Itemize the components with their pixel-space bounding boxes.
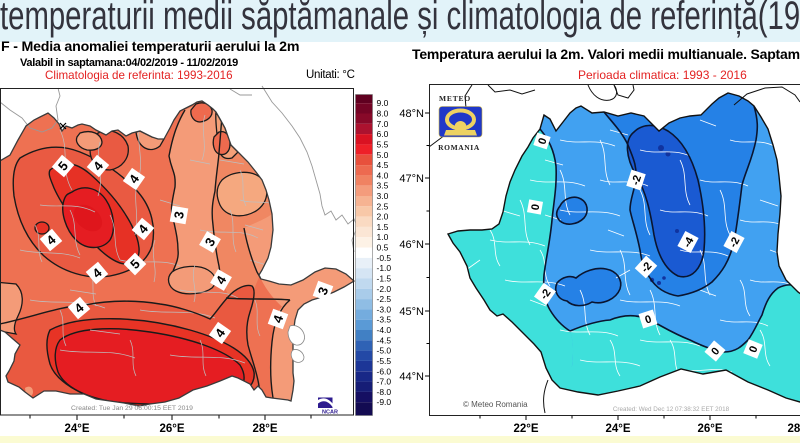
svg-text:2.0: 2.0 xyxy=(377,212,389,222)
svg-text:-6.0: -6.0 xyxy=(377,366,392,376)
svg-text:5.0: 5.0 xyxy=(377,150,389,160)
svg-text:ROMANIA: ROMANIA xyxy=(438,143,480,152)
svg-text:9.0: 9.0 xyxy=(377,98,389,108)
svg-text:2.5: 2.5 xyxy=(377,201,389,211)
svg-text:0: 0 xyxy=(747,344,760,354)
svg-text:3: 3 xyxy=(315,285,332,297)
svg-text:4.0: 4.0 xyxy=(377,170,389,180)
svg-text:-4.0: -4.0 xyxy=(377,325,392,335)
svg-text:24°E: 24°E xyxy=(605,423,630,435)
svg-text:-5.5: -5.5 xyxy=(377,356,392,366)
svg-text:45°N: 45°N xyxy=(399,306,424,318)
svg-text:47°N: 47°N xyxy=(399,173,424,185)
svg-text:-4.5: -4.5 xyxy=(377,335,392,345)
svg-text:Created: Wed Dec 12 07:38:32 E: Created: Wed Dec 12 07:38:32 EET 2018 xyxy=(613,406,730,413)
svg-text:28°E: 28°E xyxy=(252,423,277,435)
svg-text:1.5: 1.5 xyxy=(377,222,389,232)
svg-text:44°N: 44°N xyxy=(399,371,424,383)
svg-text:-7.0: -7.0 xyxy=(377,377,392,387)
svg-text:© Meteo Romania: © Meteo Romania xyxy=(463,400,528,409)
svg-text:-2: -2 xyxy=(630,174,644,187)
svg-text:-2.0: -2.0 xyxy=(377,284,392,294)
svg-text:5.5: 5.5 xyxy=(377,139,389,149)
svg-text:-0.5: -0.5 xyxy=(377,253,392,263)
svg-text:0.5: 0.5 xyxy=(377,243,389,253)
svg-text:8.0: 8.0 xyxy=(377,109,389,119)
svg-text:1.0: 1.0 xyxy=(377,232,389,242)
svg-text:46°N: 46°N xyxy=(399,239,424,251)
svg-text:6.0: 6.0 xyxy=(377,129,389,139)
svg-text:0: 0 xyxy=(536,137,549,147)
svg-text:-3.0: -3.0 xyxy=(377,304,392,314)
svg-text:3: 3 xyxy=(171,210,187,220)
svg-text:22°E: 22°E xyxy=(513,423,538,435)
svg-text:-8.0: -8.0 xyxy=(377,387,392,397)
svg-text:0: 0 xyxy=(644,313,654,326)
svg-text:METEO: METEO xyxy=(439,94,471,103)
svg-text:-1.0: -1.0 xyxy=(377,263,392,273)
svg-text:4.5: 4.5 xyxy=(377,160,389,170)
svg-text:48°N: 48°N xyxy=(399,108,424,120)
svg-text:0: 0 xyxy=(530,203,543,211)
svg-text:24°E: 24°E xyxy=(64,423,89,435)
svg-text:26°E: 26°E xyxy=(159,423,184,435)
svg-text:-2.5: -2.5 xyxy=(377,294,392,304)
svg-text:3.0: 3.0 xyxy=(377,191,389,201)
svg-text:NCAR: NCAR xyxy=(322,410,338,416)
svg-text:-5.0: -5.0 xyxy=(377,346,392,356)
svg-text:26°E: 26°E xyxy=(697,423,722,435)
svg-text:Created: Tue Jan 29 06:00:15 E: Created: Tue Jan 29 06:00:15 EET 2019 xyxy=(71,405,193,412)
svg-text:3.5: 3.5 xyxy=(377,181,389,191)
svg-text:7.0: 7.0 xyxy=(377,119,389,129)
svg-text:-1.5: -1.5 xyxy=(377,274,392,284)
svg-text:28°E: 28°E xyxy=(787,423,800,435)
svg-text:-3.5: -3.5 xyxy=(377,315,392,325)
svg-text:-9.0: -9.0 xyxy=(377,397,392,407)
